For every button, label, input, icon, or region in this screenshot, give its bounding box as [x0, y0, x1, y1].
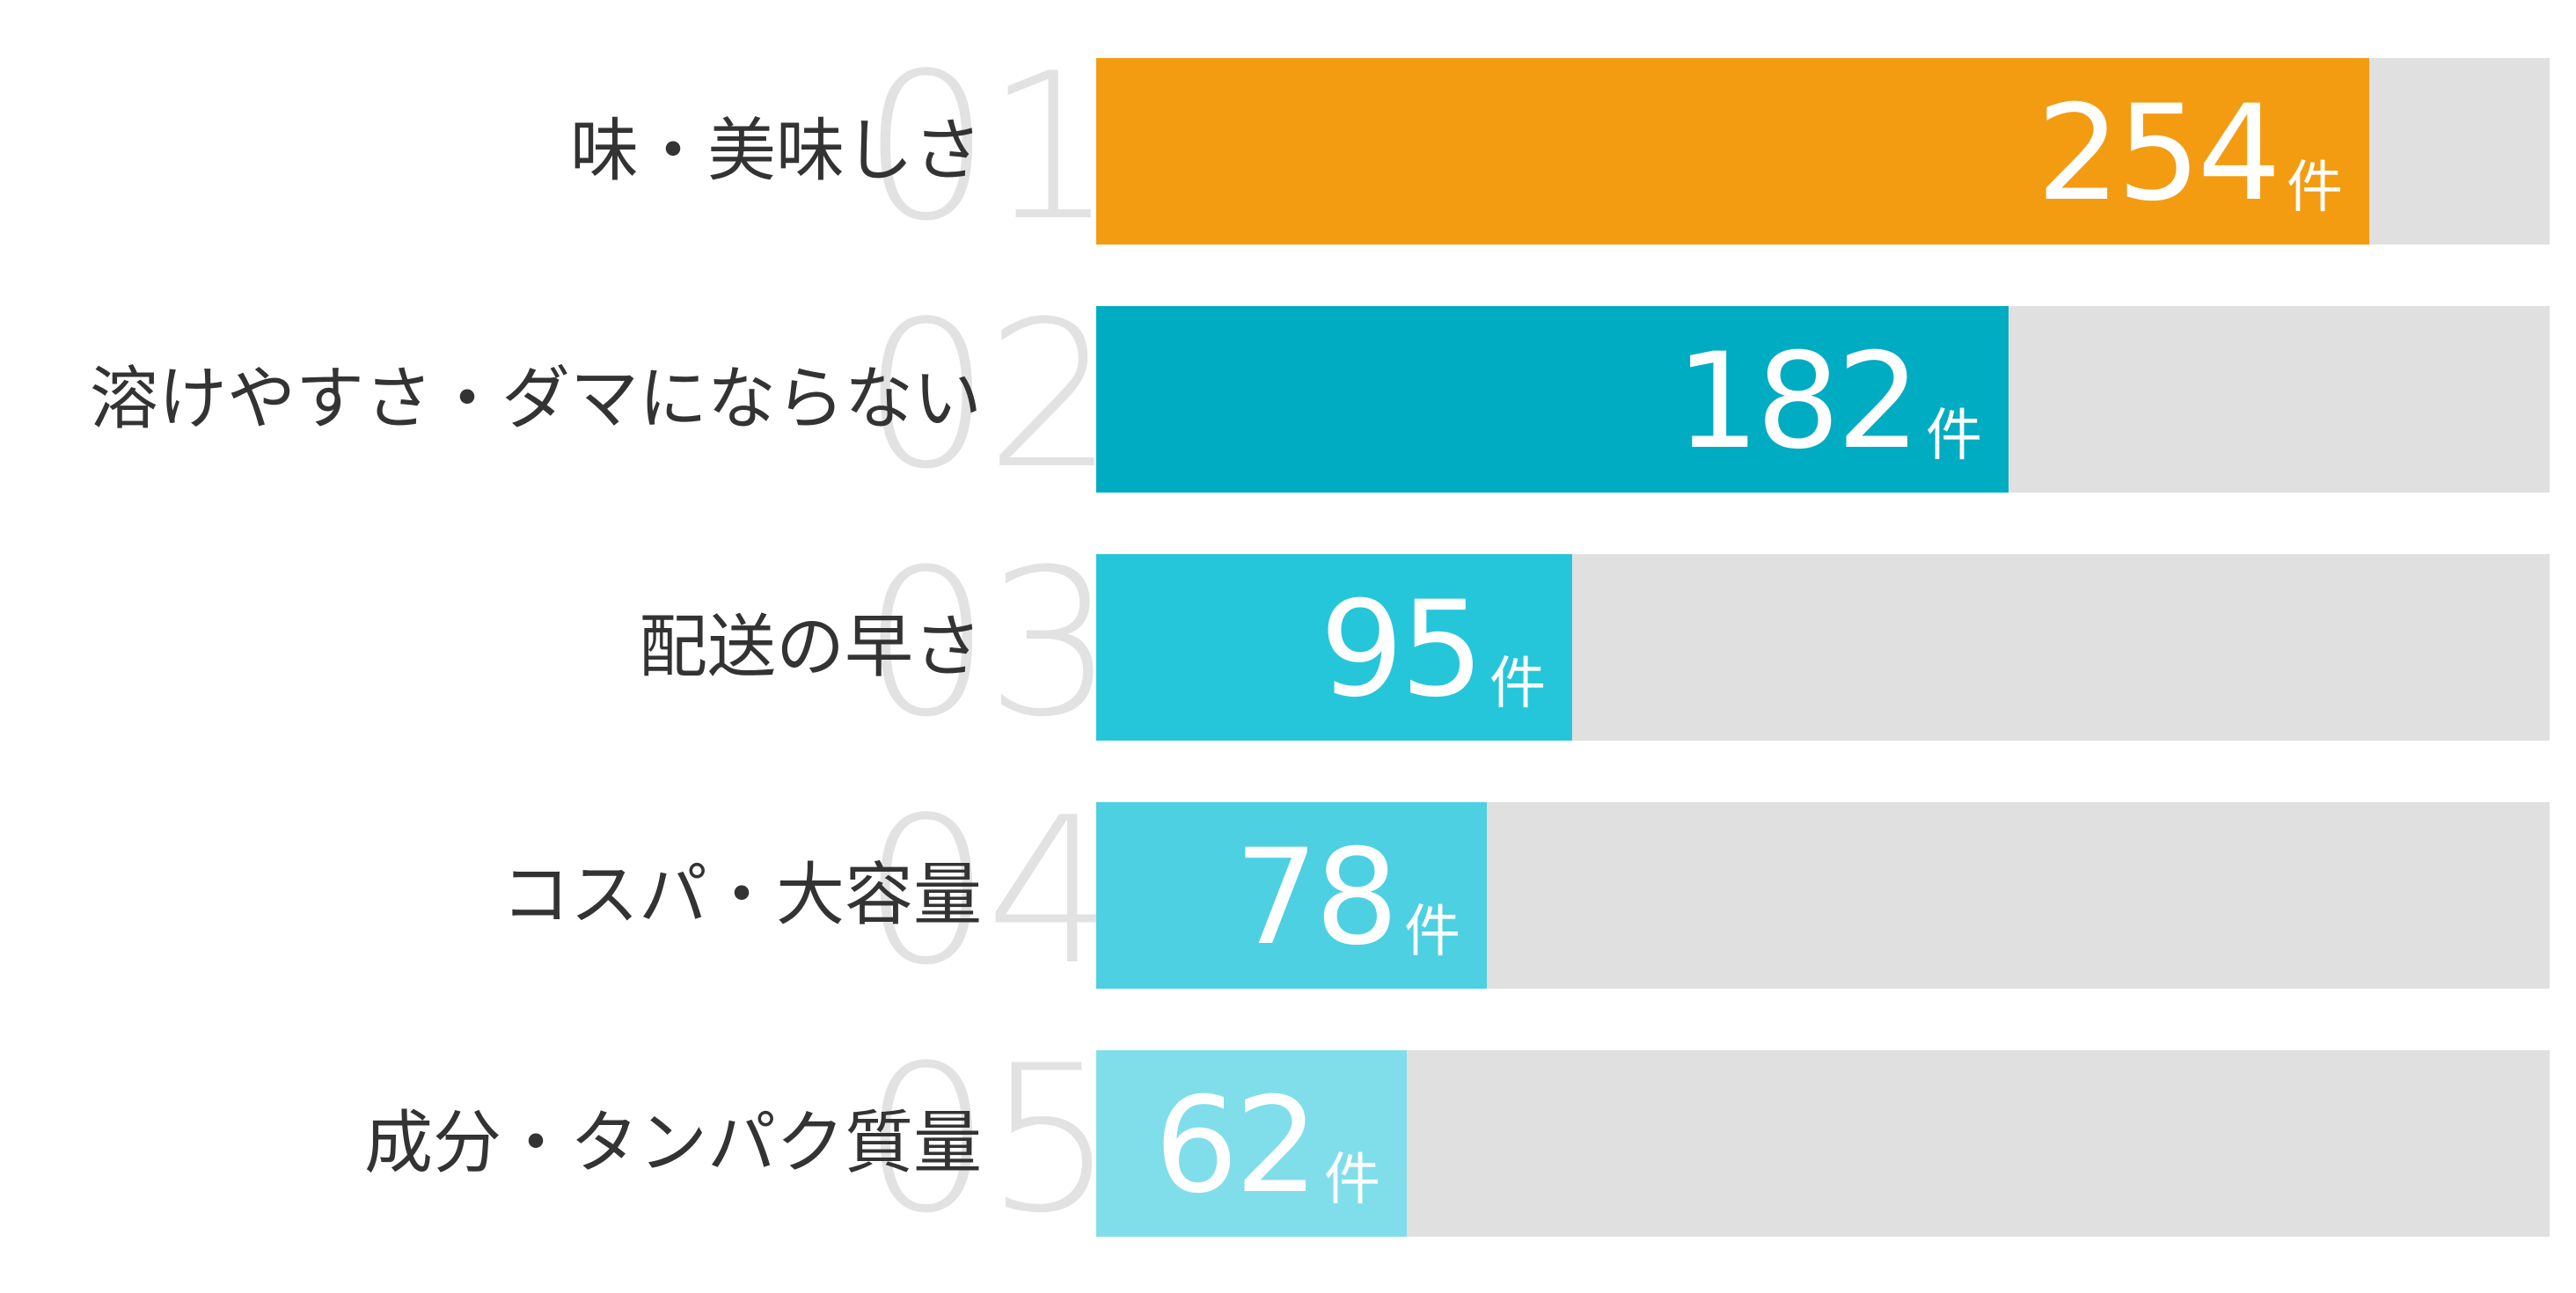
value-unit: 件 — [1489, 652, 1546, 717]
data-label: 78 件 — [1096, 802, 1487, 989]
category-label: 成分・タンパク質量 — [363, 1104, 982, 1183]
chart-row: 04 コスパ・大容量 78 件 — [0, 783, 2576, 1003]
rank-number: 01 — [862, 31, 1115, 266]
bar — [1096, 58, 2369, 245]
chart-row: 02 溶けやすさ・ダマにならない 182 件 — [0, 287, 2576, 507]
bar — [1096, 802, 1487, 989]
value-unit: 件 — [2287, 156, 2343, 221]
data-label: 182 件 — [1096, 306, 2009, 493]
rank-number: 03 — [862, 527, 1115, 762]
value-unit: 件 — [1324, 1148, 1380, 1213]
value-number: 182 — [1675, 325, 1921, 478]
category-label: 味・美味しさ — [569, 112, 982, 191]
value-number: 62 — [1154, 1070, 1319, 1223]
value-number: 254 — [2036, 77, 2281, 230]
bar — [1096, 554, 1572, 741]
rank-number: 04 — [862, 775, 1115, 1010]
value-unit: 件 — [1404, 900, 1460, 965]
data-label: 95 件 — [1096, 554, 1572, 741]
value-number: 78 — [1234, 822, 1399, 975]
value-number: 95 — [1320, 573, 1484, 727]
category-label: コスパ・大容量 — [501, 856, 982, 935]
bar — [1096, 1050, 1407, 1237]
bar — [1096, 306, 2009, 493]
value-unit: 件 — [1926, 404, 1982, 469]
category-label: 溶けやすさ・ダマにならない — [89, 360, 982, 439]
chart-row: 01 味・美味しさ 254 件 — [0, 39, 2576, 259]
chart-row: 05 成分・タンパク質量 62 件 — [0, 1031, 2576, 1251]
chart-row: 03 配送の早さ 95 件 — [0, 535, 2576, 755]
data-label: 254 件 — [1096, 58, 2369, 245]
data-label: 62 件 — [1096, 1050, 1407, 1237]
rank-number: 02 — [862, 279, 1115, 514]
rank-number: 05 — [862, 1023, 1115, 1258]
category-label: 配送の早さ — [638, 608, 982, 687]
